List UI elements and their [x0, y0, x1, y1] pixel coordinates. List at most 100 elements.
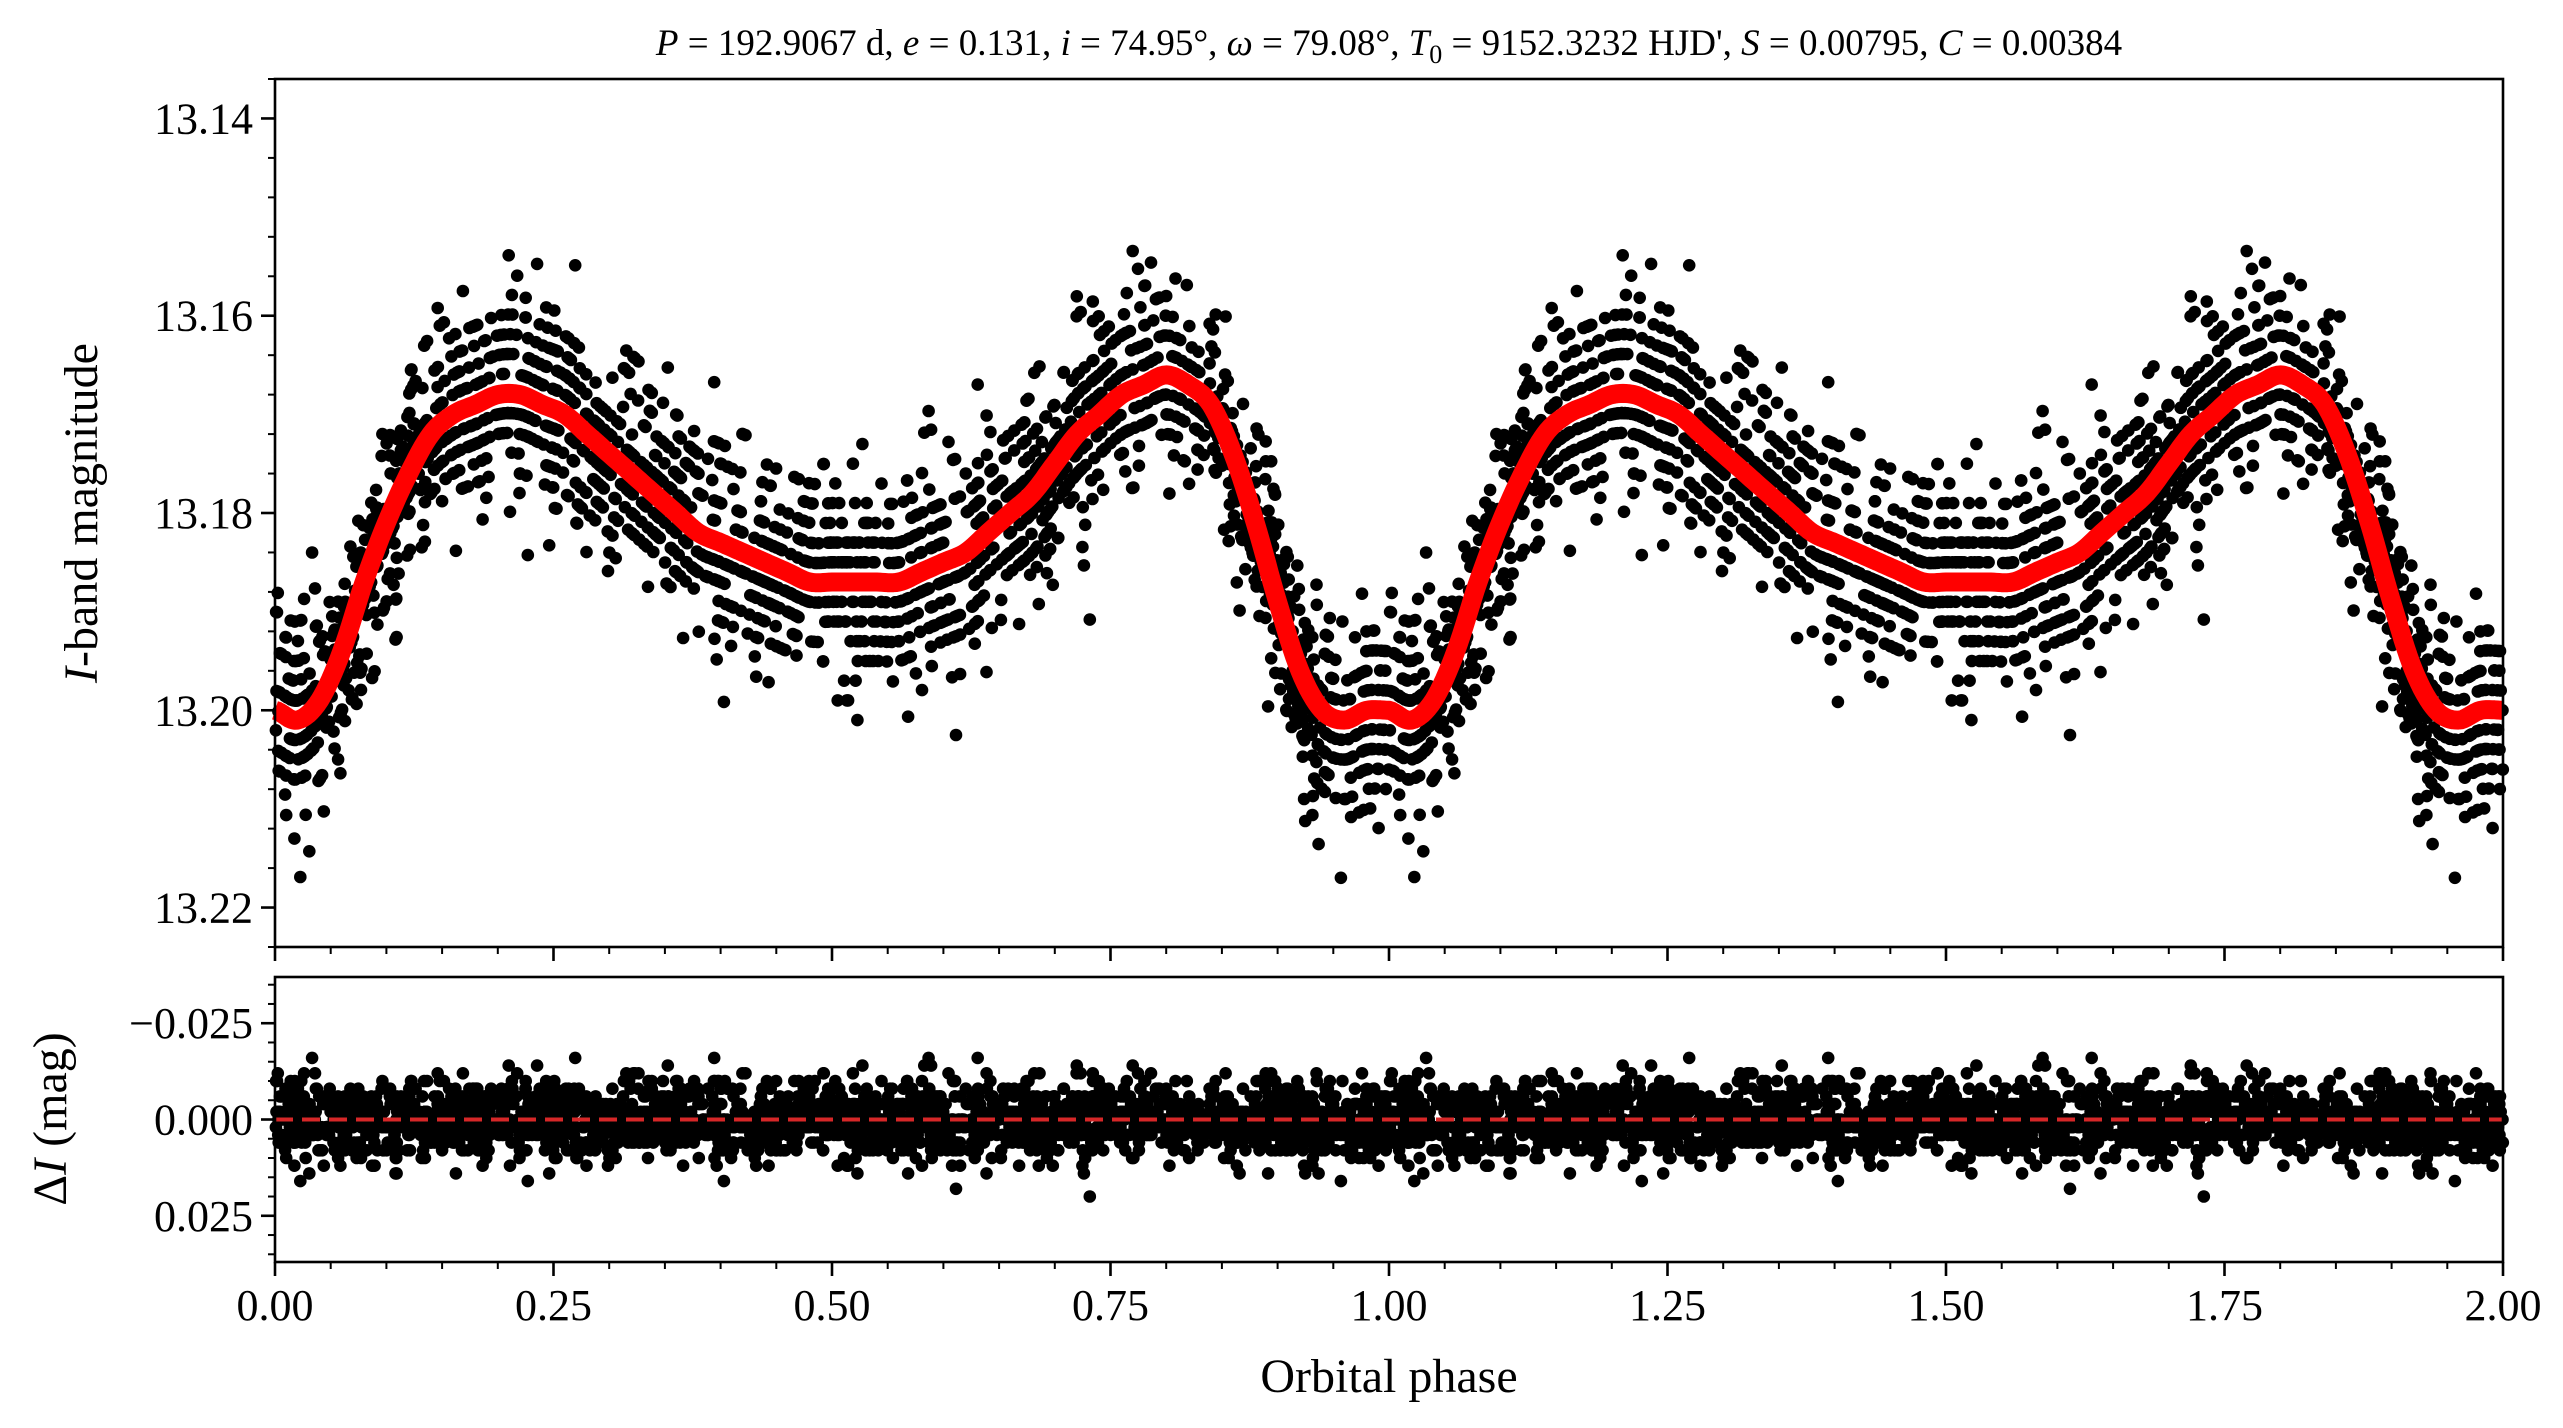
observation-point	[569, 476, 583, 490]
observation-point	[2176, 477, 2190, 490]
observation-point	[1086, 354, 1099, 368]
observation-point	[997, 433, 1010, 447]
observation-point	[1720, 371, 1733, 385]
observation-point	[1970, 437, 1983, 451]
observation-point	[1889, 543, 1903, 557]
observation-point	[2406, 582, 2420, 596]
observation-point	[1703, 376, 1716, 389]
observation-point	[2382, 488, 2396, 502]
observation-point	[2440, 751, 2454, 764]
observation-point	[892, 634, 906, 648]
observation-point	[1105, 337, 1118, 350]
observation-point	[1180, 278, 1194, 292]
observation-point	[2190, 500, 2204, 514]
observation-point	[2200, 295, 2214, 308]
observation-point	[438, 374, 452, 388]
observation-point	[2410, 750, 2424, 763]
observation-point	[1545, 301, 1558, 315]
observation-point	[2146, 597, 2160, 611]
observation-point	[2458, 771, 2472, 784]
observation-point	[1806, 625, 1820, 638]
observation-point	[1461, 550, 1474, 564]
observation-point	[1086, 295, 1100, 308]
residual-points	[269, 1051, 2510, 1203]
observation-point	[1452, 577, 1465, 591]
observation-point	[985, 621, 999, 635]
observation-point	[1035, 435, 1049, 449]
observation-point	[416, 518, 430, 532]
observation-point	[1192, 444, 1205, 457]
observation-point	[2348, 530, 2362, 543]
observation-point	[1510, 440, 1523, 454]
observation-point	[275, 746, 288, 760]
observation-point	[1933, 516, 1946, 530]
observation-point	[2258, 256, 2272, 269]
observation-point	[513, 467, 527, 480]
observation-point	[417, 339, 431, 353]
observation-point	[934, 498, 947, 511]
observation-point	[849, 674, 862, 687]
observation-point	[1754, 540, 1768, 553]
observation-point	[1431, 805, 1445, 818]
observation-point	[1903, 589, 1916, 603]
observation-point	[2240, 244, 2253, 258]
observation-point	[292, 654, 306, 667]
observation-point	[1072, 366, 1086, 380]
observation-point	[1531, 339, 1545, 353]
observation-point	[1962, 496, 1976, 510]
observation-point	[1916, 516, 1930, 529]
observation-point	[1307, 653, 1321, 666]
observation-point	[1521, 417, 1535, 431]
observation-point	[2317, 317, 2330, 331]
observation-point	[758, 575, 772, 589]
observation-point	[1393, 808, 1407, 822]
observation-point	[567, 455, 581, 468]
observation-point	[1815, 570, 1828, 584]
observation-point	[1518, 383, 1532, 396]
observation-point	[294, 673, 308, 686]
residual-point	[1355, 1067, 1369, 1080]
observation-point	[2305, 463, 2318, 476]
observation-point	[2277, 487, 2290, 500]
observation-point	[1402, 832, 1415, 845]
observation-point	[718, 439, 732, 453]
observation-point	[1530, 518, 1544, 532]
observation-point	[1325, 671, 1338, 685]
observation-point	[476, 513, 489, 526]
observation-point	[542, 539, 556, 552]
observation-point	[1291, 559, 1304, 572]
observation-point	[419, 475, 432, 489]
observation-point	[971, 477, 984, 490]
observation-point	[1805, 466, 1818, 480]
observation-point	[1268, 528, 1282, 541]
observation-point	[2082, 578, 2095, 592]
observation-point	[1017, 455, 1031, 469]
observation-point	[922, 404, 935, 418]
observation-point	[2048, 498, 2061, 511]
observation-point	[977, 589, 991, 602]
observation-point	[1504, 630, 1517, 644]
observation-point	[1183, 319, 1196, 333]
observation-point	[964, 562, 977, 575]
observation-point	[637, 419, 651, 432]
observation-point	[1166, 389, 1180, 403]
observation-point	[1519, 363, 1532, 376]
observation-point	[1658, 460, 1672, 474]
observation-point	[851, 713, 864, 727]
observation-point	[1372, 821, 1385, 835]
observation-point	[2131, 455, 2145, 469]
observation-point	[2099, 621, 2113, 635]
observation-point	[1821, 375, 1835, 389]
observation-point	[2094, 409, 2107, 422]
observation-point	[2126, 617, 2140, 631]
observation-point	[1787, 569, 1801, 583]
observation-point	[851, 654, 865, 668]
observation-point	[1307, 772, 1321, 785]
observation-point	[2433, 726, 2446, 740]
observation-point	[2231, 308, 2245, 321]
observation-point	[2280, 389, 2294, 403]
observation-point	[2443, 791, 2456, 805]
observation-point	[1931, 457, 1945, 471]
observation-point	[1687, 382, 1701, 395]
